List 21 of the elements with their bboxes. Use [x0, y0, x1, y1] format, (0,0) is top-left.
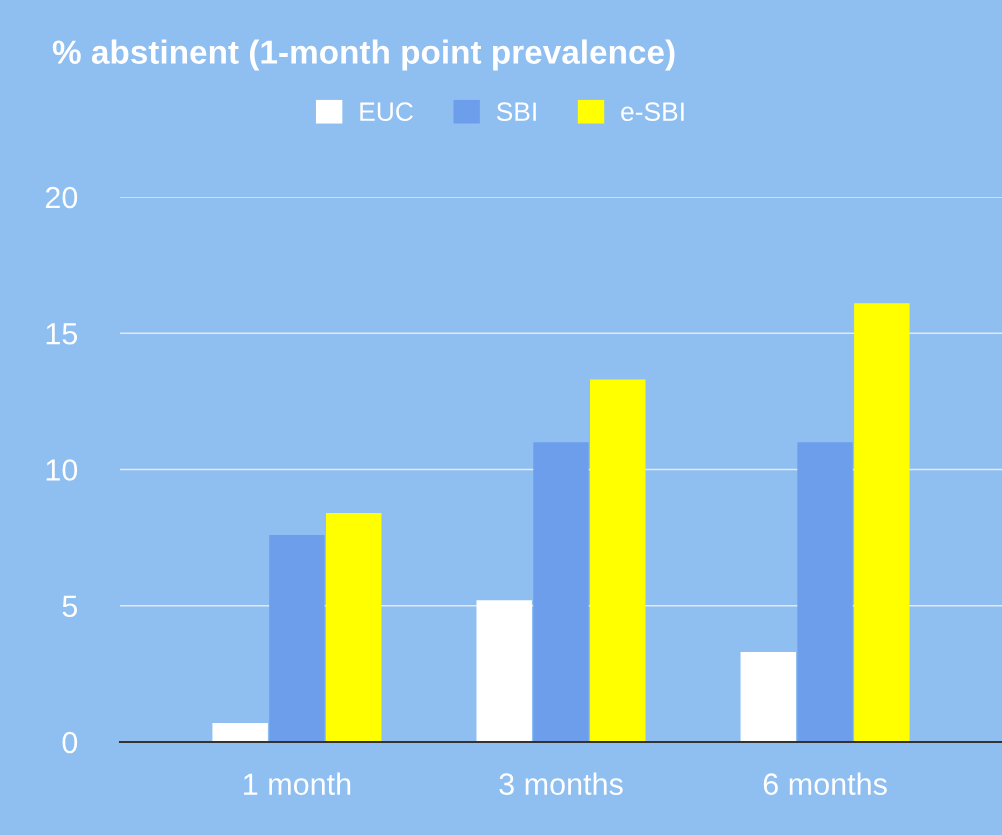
bar	[212, 722, 268, 742]
bar	[476, 600, 532, 742]
legend-label: SBI	[496, 102, 536, 122]
y-tick-label: 15	[46, 323, 78, 345]
bar	[325, 513, 382, 742]
bar	[797, 442, 853, 742]
chart-title: % abstinent (1-month point prevalence)	[52, 39, 675, 71]
legend-label: e-SBI	[621, 102, 684, 122]
x-tick-label: 6 months	[763, 772, 887, 795]
y-tick-label: 0	[62, 731, 78, 754]
bar	[269, 534, 325, 742]
bar	[590, 379, 646, 742]
y-tick-label: 5	[62, 595, 78, 618]
x-tick-label: 1 month	[244, 772, 351, 795]
y-tick-label: 20	[45, 186, 78, 209]
bar	[740, 652, 797, 742]
y-tick-label: 10	[46, 459, 78, 481]
bar	[854, 303, 910, 742]
x-tick-label: 3 months	[499, 772, 623, 795]
bar	[533, 442, 589, 742]
legend-label: EUC	[360, 102, 413, 122]
